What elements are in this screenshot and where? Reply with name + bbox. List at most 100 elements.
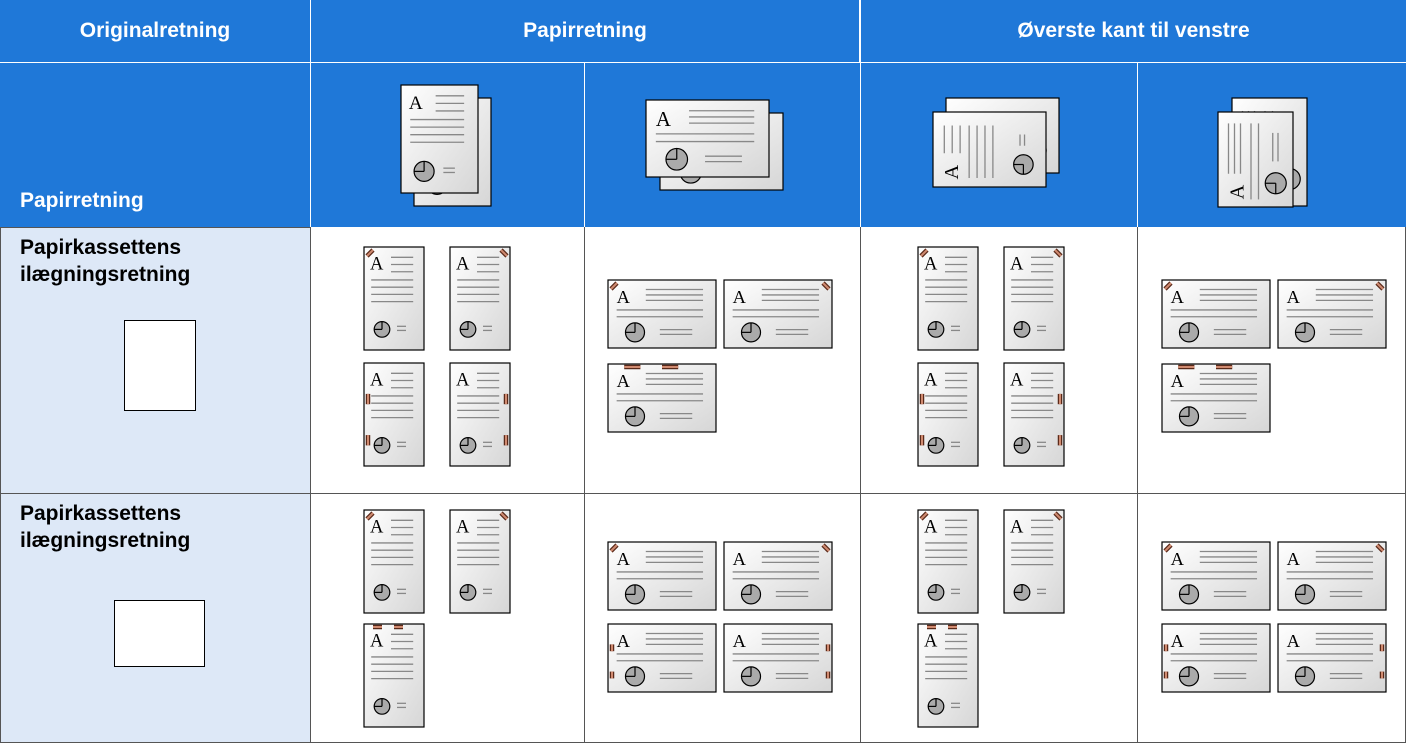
letter: A: [456, 254, 470, 275]
page-icon: A: [449, 246, 511, 351]
letter: A: [617, 549, 631, 569]
page-content: A: [1227, 123, 1287, 200]
divider: [311, 62, 1406, 63]
divider: [584, 227, 585, 743]
letter: A: [941, 165, 963, 180]
page-icon: A: [1277, 279, 1387, 349]
page-icon: A: [723, 541, 833, 611]
line: [366, 512, 374, 520]
divider: [1137, 63, 1138, 227]
header-cell: Papirretning: [0, 63, 310, 227]
page-icon: A: [363, 509, 425, 614]
divider: [584, 63, 585, 227]
line: [1376, 544, 1384, 552]
letter: A: [1010, 517, 1024, 538]
letter: A: [370, 631, 384, 652]
line: [822, 282, 830, 290]
page-icon: A: [449, 509, 511, 614]
page-icon: A: [607, 363, 717, 433]
page-icon: A: [932, 111, 1047, 188]
divider: [860, 227, 861, 743]
divider: [310, 0, 311, 227]
page-icon: A: [917, 623, 979, 728]
line: [1164, 544, 1172, 552]
page-icon: A: [1217, 111, 1294, 208]
row-label-text: Papirkassettens ilægningsretning: [20, 502, 191, 552]
line: [610, 282, 618, 290]
page-icon: A: [1277, 541, 1387, 611]
page-icon: A: [1003, 246, 1065, 351]
page-icon: A: [1277, 623, 1387, 693]
page-icon: A: [645, 99, 770, 178]
line: [1376, 282, 1384, 290]
page-icon: A: [363, 246, 425, 351]
page-icon: A: [449, 362, 511, 467]
paper-icon: [114, 600, 205, 667]
letter: A: [1287, 631, 1301, 651]
letter: A: [1287, 287, 1301, 307]
divider: [860, 0, 861, 227]
page-icon: A: [607, 279, 717, 349]
paper-icon: [124, 320, 196, 411]
line: [1054, 512, 1062, 520]
letter: A: [617, 287, 631, 307]
letter: A: [456, 370, 470, 391]
letter: A: [1287, 549, 1301, 569]
letter: A: [733, 631, 747, 651]
line: [822, 544, 830, 552]
page-icon: A: [1161, 279, 1271, 349]
letter: A: [456, 517, 470, 538]
page-icon: A: [607, 541, 717, 611]
page-content: A: [941, 125, 1034, 180]
row-title: Papirretning: [20, 189, 144, 212]
letter: A: [924, 517, 938, 538]
letter: A: [1171, 631, 1185, 651]
letter: A: [656, 108, 671, 131]
letter: A: [924, 631, 938, 652]
page-icon: A: [400, 84, 479, 194]
letter: A: [924, 370, 938, 391]
header-cell: Papirretning: [311, 0, 859, 62]
line: [1054, 249, 1062, 257]
page-icon: A: [1161, 623, 1271, 693]
line: [610, 544, 618, 552]
page-icon: A: [917, 509, 979, 614]
line: [500, 512, 508, 520]
letter: A: [409, 93, 423, 114]
page-icon: A: [723, 279, 833, 349]
page-icon: A: [917, 362, 979, 467]
letter: A: [370, 254, 384, 275]
line: [366, 249, 374, 257]
letter: A: [617, 371, 631, 391]
divider: [1137, 227, 1138, 743]
page-icon: A: [1161, 363, 1271, 433]
divider: [310, 227, 311, 743]
letter: A: [1171, 287, 1185, 307]
letter: A: [1171, 549, 1185, 569]
letter: A: [370, 517, 384, 538]
letter: A: [1010, 370, 1024, 391]
line: [500, 249, 508, 257]
letter: A: [733, 287, 747, 307]
page-icon: A: [607, 623, 717, 693]
divider: [0, 227, 1, 743]
letter: A: [617, 631, 631, 651]
letter: A: [924, 254, 938, 275]
line: [1164, 282, 1172, 290]
row-label-text: Papirkassettens ilægningsretning: [20, 236, 191, 286]
letter: A: [733, 549, 747, 569]
page-icon: A: [1003, 362, 1065, 467]
page-icon: A: [917, 246, 979, 351]
line: [920, 249, 928, 257]
page-icon: A: [1003, 509, 1065, 614]
page: [607, 363, 717, 433]
letter: A: [1171, 371, 1185, 391]
letter: A: [1227, 184, 1249, 199]
letter: A: [370, 370, 384, 391]
page-icon: A: [1161, 541, 1271, 611]
divider: [0, 493, 1406, 494]
header-cell: Øverste kant til venstre: [861, 0, 1406, 62]
header-cell: Originalretning: [0, 0, 310, 62]
